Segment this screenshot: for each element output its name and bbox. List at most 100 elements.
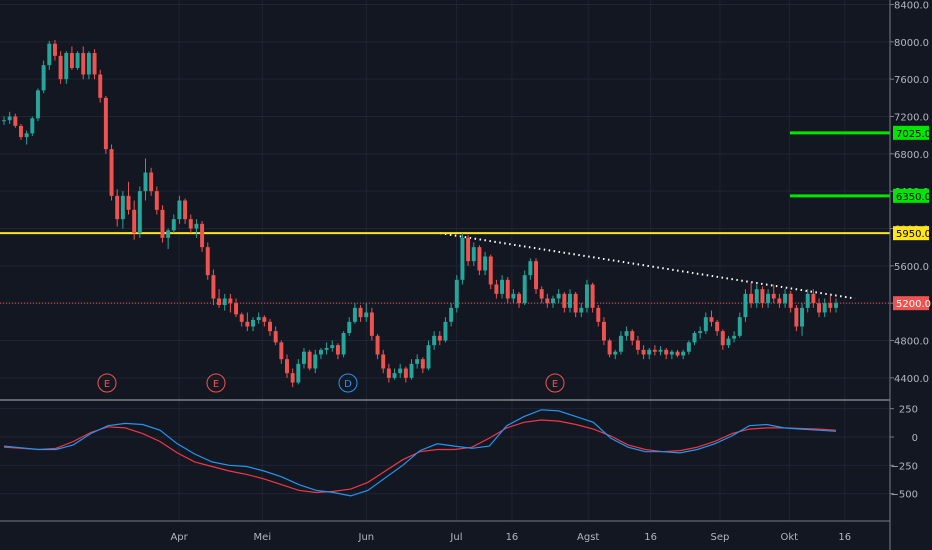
time-tick-label: Okt — [780, 532, 798, 543]
candle-body — [483, 256, 488, 271]
osc-tick-label: 250 — [899, 405, 918, 416]
candle-body — [228, 298, 233, 304]
candle-body — [720, 331, 725, 346]
candle-body — [505, 279, 510, 299]
candle-body — [573, 293, 578, 313]
candle-body — [432, 335, 437, 346]
candle-body — [64, 53, 69, 80]
candle-body — [318, 349, 323, 355]
candle-body — [239, 314, 244, 322]
candle-body — [171, 219, 176, 231]
candle-body — [409, 363, 414, 378]
level-label-background — [893, 226, 929, 241]
candle-body — [743, 293, 748, 318]
event-marker-label: E — [104, 379, 110, 390]
candle-body — [126, 195, 131, 210]
time-tick-label: Jul — [449, 532, 462, 543]
candle-body — [647, 349, 652, 355]
candle-body — [132, 209, 137, 234]
candle-body — [788, 293, 793, 308]
candle-body — [641, 349, 646, 355]
candle-body — [534, 261, 539, 290]
candle-body — [137, 191, 142, 234]
candle-body — [522, 275, 527, 304]
candle-body — [834, 303, 838, 308]
candle-body — [613, 351, 618, 355]
candle-body — [160, 209, 165, 238]
candle-body — [590, 284, 595, 308]
candle-body — [635, 340, 640, 350]
candle-body — [658, 349, 663, 352]
candle-body — [511, 293, 516, 299]
candle-body — [618, 335, 623, 352]
candle-body — [466, 237, 471, 262]
price-level-labels: 7025.0 6350.0 5950.0 5200.0 — [893, 125, 931, 311]
candle-body — [301, 351, 306, 364]
candle-body — [347, 321, 352, 334]
candle-body — [81, 53, 86, 75]
candle-body — [35, 90, 40, 119]
candle-body — [58, 55, 63, 80]
candle-body — [562, 293, 567, 308]
candle-body — [539, 289, 544, 299]
candle-body — [749, 293, 754, 304]
candle-body — [251, 319, 256, 327]
candle-body — [341, 333, 346, 355]
candle-body — [500, 279, 505, 294]
candle-body — [675, 351, 680, 356]
event-marker-label: E — [552, 379, 558, 390]
candle-body — [211, 275, 216, 299]
osc-tick-label: 0 — [912, 433, 918, 444]
signal-line — [3, 419, 837, 494]
candle-body — [92, 53, 97, 75]
price-tick-label: 7600.0 — [894, 75, 929, 86]
time-tick-label: Mei — [254, 532, 272, 543]
candle-body — [262, 317, 267, 322]
candle-body — [800, 307, 805, 327]
candle-body — [75, 53, 80, 68]
time-tick-label: Apr — [170, 532, 188, 543]
candle-body — [386, 368, 391, 378]
candle-body — [596, 307, 601, 322]
candle-body — [296, 363, 301, 383]
candle-body — [330, 345, 335, 348]
candle-body — [692, 333, 697, 343]
candle-body — [149, 172, 154, 192]
event-marker-label: D — [344, 379, 352, 390]
candle-body — [256, 317, 261, 320]
candle-body — [109, 149, 114, 196]
candle-body — [551, 298, 555, 304]
candle-body — [681, 351, 686, 356]
dividend-marker — [338, 373, 358, 393]
candle-body — [488, 256, 493, 285]
earnings-marker — [545, 373, 565, 393]
candle-body — [471, 247, 476, 262]
candle-body — [579, 307, 584, 313]
candle-body — [460, 237, 465, 280]
candle-body — [217, 298, 222, 306]
candle-body — [664, 349, 669, 355]
price-tick-label: 8400.0 — [894, 1, 929, 12]
candle-body — [273, 331, 278, 343]
level-label-background — [893, 188, 929, 203]
candle-body — [392, 373, 397, 378]
price-tick-label: 6800.0 — [894, 150, 929, 161]
candle-body — [398, 368, 403, 374]
time-tick-label: Sep — [711, 532, 730, 543]
candle-body — [777, 298, 782, 304]
time-tick-label: 16 — [506, 532, 519, 543]
candle-body — [166, 230, 171, 238]
candle-body — [528, 261, 533, 276]
candle-body — [103, 97, 108, 150]
candle-body — [760, 289, 765, 304]
candle-body — [545, 298, 550, 304]
oscillator-axis: 250 0 −250 −500 — [890, 405, 918, 501]
candle-body — [737, 317, 742, 336]
candle-body — [652, 349, 657, 352]
candle-body — [115, 195, 120, 220]
candle-body — [41, 65, 46, 91]
candle-body — [669, 351, 674, 355]
candle-body — [183, 200, 188, 220]
candle-body — [324, 347, 329, 350]
